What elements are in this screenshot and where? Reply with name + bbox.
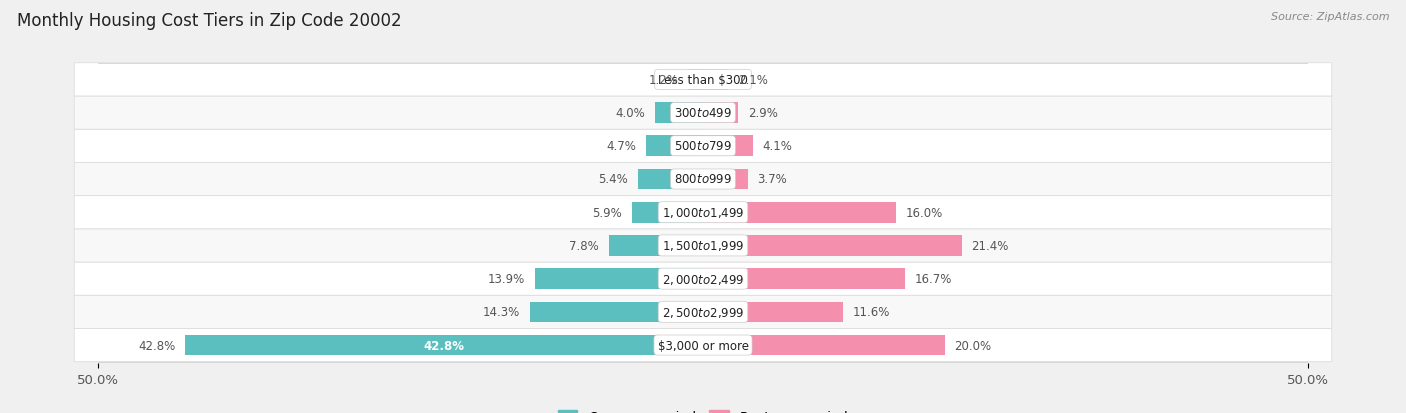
Text: 4.1%: 4.1% <box>762 140 792 153</box>
FancyBboxPatch shape <box>75 229 1331 262</box>
Text: $2,000 to $2,499: $2,000 to $2,499 <box>662 272 744 286</box>
Text: 1.2%: 1.2% <box>650 74 679 87</box>
Text: 4.7%: 4.7% <box>606 140 637 153</box>
Text: 14.3%: 14.3% <box>484 306 520 318</box>
FancyBboxPatch shape <box>75 296 1331 329</box>
Text: 16.7%: 16.7% <box>915 273 952 285</box>
Bar <box>703 103 738 123</box>
Bar <box>703 335 945 356</box>
Bar <box>703 70 728 90</box>
Bar <box>655 103 703 123</box>
Text: 11.6%: 11.6% <box>853 306 890 318</box>
Text: 13.9%: 13.9% <box>488 273 526 285</box>
FancyBboxPatch shape <box>75 262 1331 296</box>
Text: $300 to $499: $300 to $499 <box>673 107 733 120</box>
Legend: Owner-occupied, Renter-occupied: Owner-occupied, Renter-occupied <box>558 410 848 413</box>
FancyBboxPatch shape <box>75 329 1331 362</box>
Text: $1,500 to $1,999: $1,500 to $1,999 <box>662 239 744 253</box>
Text: 20.0%: 20.0% <box>955 339 991 352</box>
Bar <box>609 235 703 256</box>
Text: 3.7%: 3.7% <box>758 173 787 186</box>
Bar <box>703 302 844 323</box>
FancyBboxPatch shape <box>75 163 1331 196</box>
FancyBboxPatch shape <box>75 97 1331 130</box>
Bar <box>534 269 703 289</box>
Text: $2,500 to $2,999: $2,500 to $2,999 <box>662 305 744 319</box>
Bar <box>186 335 703 356</box>
Bar <box>703 269 905 289</box>
Text: 42.8%: 42.8% <box>423 339 465 352</box>
Bar <box>689 70 703 90</box>
Text: 2.1%: 2.1% <box>738 74 768 87</box>
Bar <box>703 202 897 223</box>
Text: 21.4%: 21.4% <box>972 240 1010 252</box>
Bar <box>703 169 748 190</box>
Bar <box>703 235 962 256</box>
Text: 2.9%: 2.9% <box>748 107 778 120</box>
Text: Less than $300: Less than $300 <box>658 74 748 87</box>
Text: Source: ZipAtlas.com: Source: ZipAtlas.com <box>1271 12 1389 22</box>
Text: 7.8%: 7.8% <box>569 240 599 252</box>
Text: 42.8%: 42.8% <box>139 339 176 352</box>
Bar <box>631 202 703 223</box>
Bar <box>647 136 703 157</box>
Bar <box>638 169 703 190</box>
Text: 5.4%: 5.4% <box>599 173 628 186</box>
FancyBboxPatch shape <box>75 64 1331 97</box>
Text: 5.9%: 5.9% <box>592 206 621 219</box>
Text: $500 to $799: $500 to $799 <box>673 140 733 153</box>
FancyBboxPatch shape <box>75 130 1331 163</box>
Text: $1,000 to $1,499: $1,000 to $1,499 <box>662 206 744 220</box>
Bar <box>530 302 703 323</box>
FancyBboxPatch shape <box>75 196 1331 229</box>
Bar <box>703 136 752 157</box>
Text: $800 to $999: $800 to $999 <box>673 173 733 186</box>
Text: 4.0%: 4.0% <box>616 107 645 120</box>
Text: $3,000 or more: $3,000 or more <box>658 339 748 352</box>
Text: 16.0%: 16.0% <box>905 206 943 219</box>
Text: Monthly Housing Cost Tiers in Zip Code 20002: Monthly Housing Cost Tiers in Zip Code 2… <box>17 12 402 30</box>
